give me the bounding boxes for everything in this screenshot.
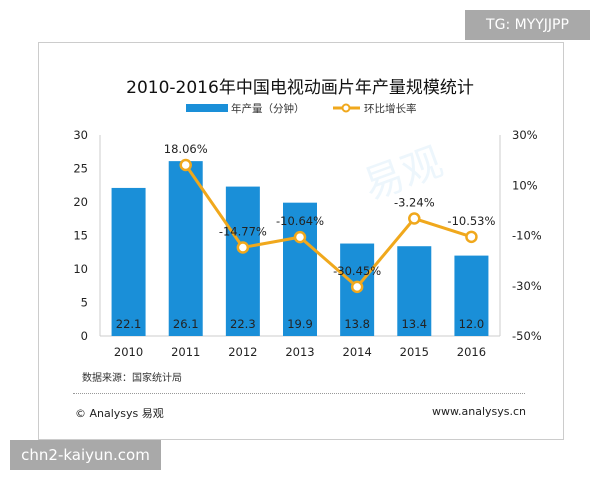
bar-value-label: 22.3: [230, 317, 256, 331]
bar: [168, 161, 203, 336]
chart-title: 2010-2016年中国电视动画片年产量规模统计: [126, 78, 474, 98]
copyright: © Analysys 易观: [75, 407, 164, 420]
bar-value-label: 22.1: [116, 317, 142, 331]
x-tick-label: 2011: [171, 345, 200, 359]
bar-value-label: 26.1: [173, 317, 199, 331]
left-tick-label: 20: [73, 195, 88, 209]
growth-point: [293, 230, 307, 244]
x-tick-label: 2016: [457, 345, 486, 359]
x-tick-label: 2015: [400, 345, 429, 359]
growth-label: -30.45%: [333, 264, 381, 278]
right-tick-label: -10%: [512, 229, 542, 243]
growth-label: 18.06%: [164, 142, 208, 156]
tg-badge: TG: MYYJJPP: [465, 10, 590, 40]
growth-point: [408, 212, 421, 225]
left-tick-label: 10: [73, 262, 88, 276]
growth-label: -10.64%: [276, 214, 324, 228]
website: www.analysys.cn: [432, 405, 526, 418]
left-tick-label: 0: [81, 329, 88, 343]
x-tick-label: 2013: [285, 345, 314, 359]
growth-label: -3.24%: [394, 196, 435, 210]
divider: [73, 393, 525, 394]
legend-bar-label: 年产量（分钟）: [231, 102, 305, 115]
bar-value-label: 13.4: [401, 317, 427, 331]
right-tick-label: 10%: [512, 178, 538, 192]
right-tick-label: -50%: [512, 329, 542, 343]
left-tick-label: 5: [81, 296, 88, 310]
bar-value-label: 12.0: [459, 317, 485, 331]
bar: [454, 255, 489, 336]
legend-bar-swatch: [186, 104, 228, 112]
legend-line-label: 环比增长率: [364, 102, 417, 115]
bar: [397, 246, 432, 336]
bar: [111, 187, 146, 336]
left-tick-label: 30: [73, 128, 88, 142]
x-tick-label: 2014: [343, 345, 372, 359]
bar-value-label: 19.9: [287, 317, 313, 331]
right-tick-label: 30%: [512, 128, 538, 142]
bar: [283, 202, 317, 336]
data-source: 数据来源：国家统计局: [82, 373, 182, 384]
growth-point: [350, 280, 364, 294]
bar: [225, 186, 260, 336]
growth-label: -10.53%: [447, 214, 495, 228]
x-tick-label: 2010: [114, 345, 143, 359]
growth-point: [179, 158, 192, 172]
growth-point: [465, 230, 478, 244]
legend-line-marker: [341, 103, 351, 113]
left-tick-label: 15: [73, 229, 88, 243]
left-tick-label: 25: [73, 162, 88, 176]
watermark-badge: chn2-kaiyun.com: [10, 440, 161, 470]
x-tick-label: 2012: [228, 345, 257, 359]
growth-point: [236, 241, 250, 254]
growth-label: -14.77%: [219, 224, 267, 238]
bar-value-label: 13.8: [344, 317, 370, 331]
right-tick-label: -30%: [512, 279, 542, 293]
growth-line: [184, 164, 472, 290]
